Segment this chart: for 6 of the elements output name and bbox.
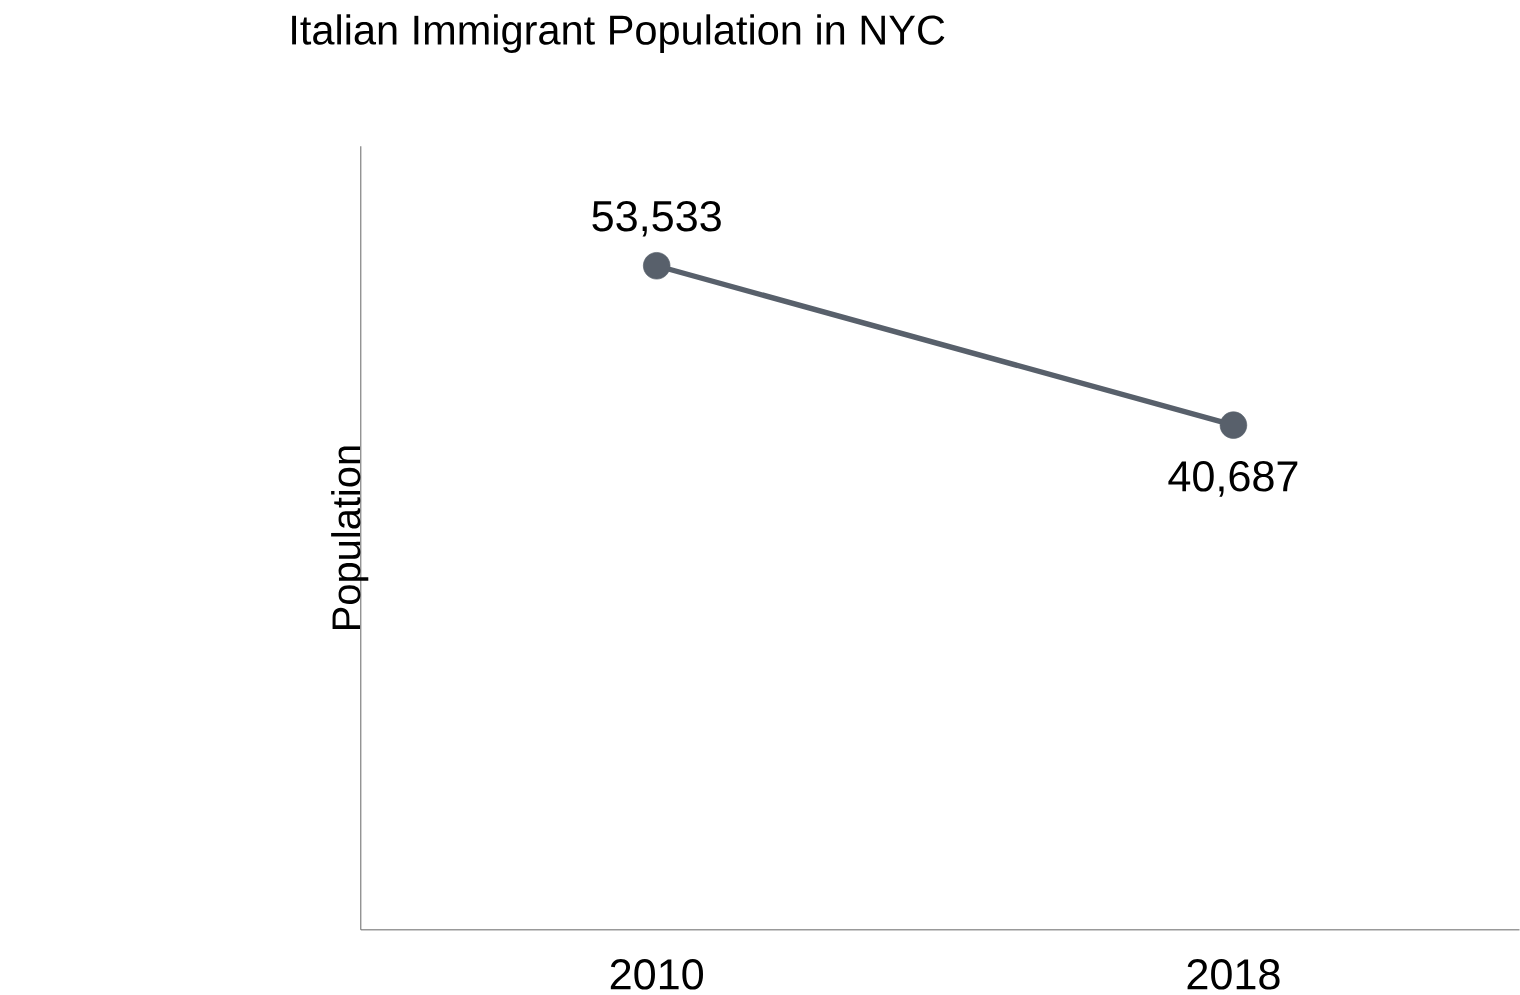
data-label: 40,687 [1168, 460, 1298, 497]
x-tick-label: 2010 [610, 958, 704, 990]
x-tick-label: 2018 [1187, 958, 1280, 990]
data-label: 53,533 [592, 200, 721, 237]
y-axis-title: Population [331, 446, 369, 629]
chart-title: Italian Immigrant Population in NYC [292, 14, 945, 53]
